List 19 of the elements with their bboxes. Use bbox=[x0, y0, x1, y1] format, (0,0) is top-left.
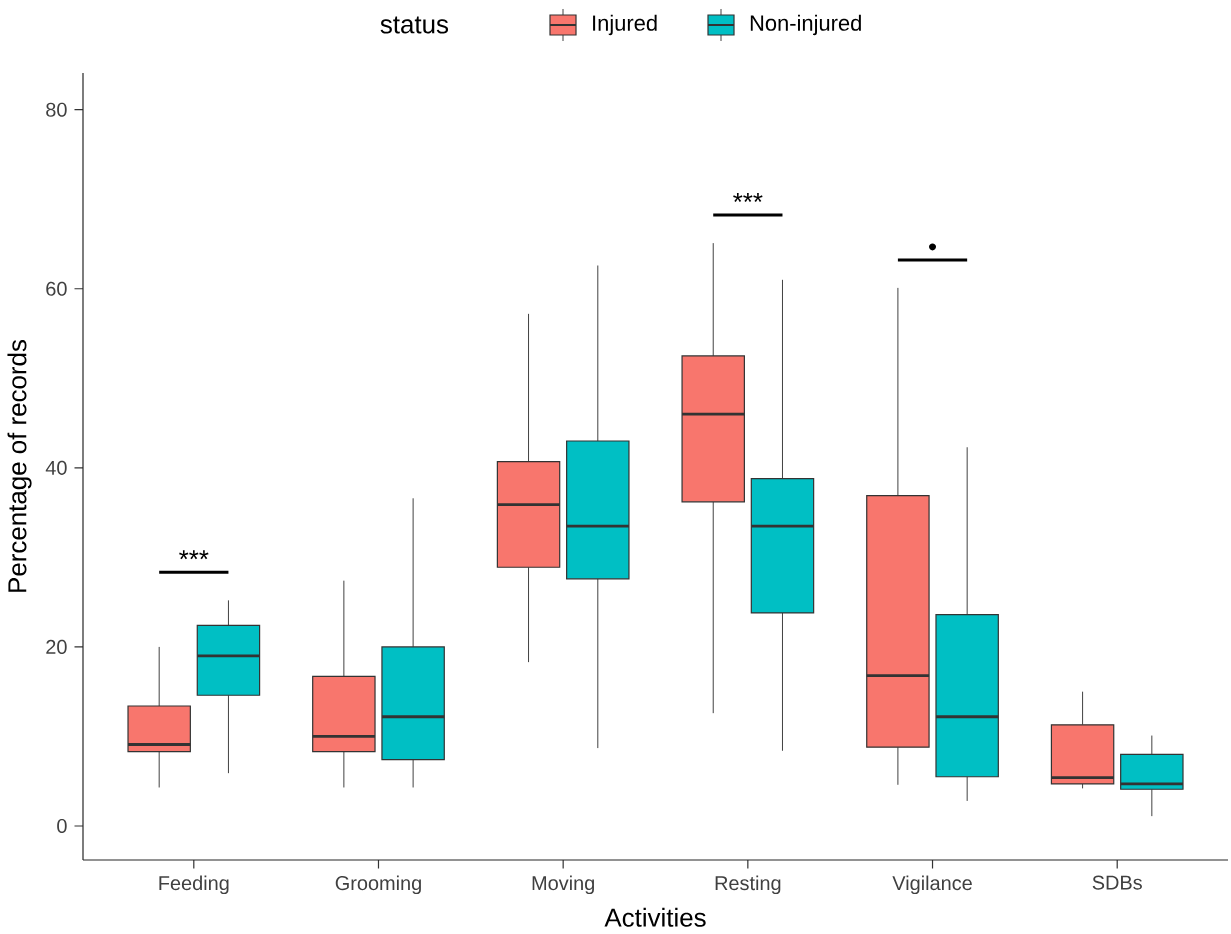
x-tick-label: Resting bbox=[715, 875, 781, 895]
x-tick-label: Vigilance bbox=[892, 875, 972, 895]
y-axis-title: Percentage of records bbox=[7, 340, 32, 592]
x-tick-label: SDBs bbox=[1092, 875, 1142, 890]
x-axis-title: Activities bbox=[604, 907, 706, 927]
x-tick-label: Moving bbox=[532, 875, 594, 895]
legend-label: Injured bbox=[593, 14, 657, 36]
legend-label: Non-injured bbox=[750, 14, 861, 36]
y-tick-label: 20 bbox=[46, 639, 67, 654]
x-tick-label: Feeding bbox=[159, 875, 229, 895]
annotation: • bbox=[929, 243, 937, 251]
annotation: *** bbox=[179, 550, 209, 560]
legend-title: status bbox=[380, 16, 449, 34]
y-tick-label: 60 bbox=[46, 281, 67, 296]
annotation: *** bbox=[733, 192, 763, 203]
y-tick-label: 0 bbox=[57, 818, 67, 834]
y-tick-label: 80 bbox=[46, 102, 67, 117]
x-tick-label: Grooming bbox=[335, 875, 421, 895]
y-tick-label: 40 bbox=[45, 460, 67, 475]
